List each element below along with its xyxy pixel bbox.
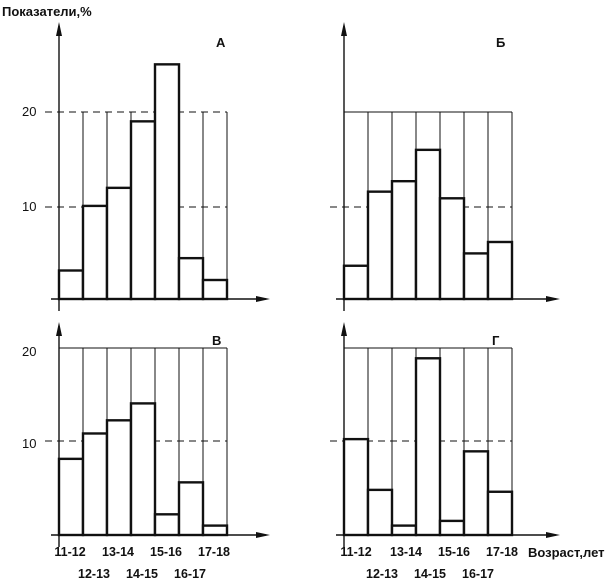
chart-panels	[45, 22, 560, 547]
panel-g-bar-12-13	[366, 488, 394, 537]
left-cat-16-17: 16-17	[174, 567, 206, 581]
right-cat-17-18: 17-18	[486, 545, 518, 559]
left-cat-12-13: 12-13	[78, 567, 110, 581]
left-cat-14-15: 14-15	[126, 567, 158, 581]
panel-b-bar-14-15	[414, 148, 442, 301]
panel-g-y-axis-arrow	[341, 322, 347, 336]
panel-label-a: А	[216, 35, 226, 50]
panel-g-bar-11-12	[342, 437, 370, 537]
left-cat-11-12: 11-12	[54, 545, 85, 559]
panel-b-bar-13-14	[390, 179, 418, 301]
y-tick-20-bottom: 20	[22, 344, 36, 359]
panel-a-bar-12-13	[81, 204, 109, 301]
panel-g-bar-13-14	[390, 524, 418, 537]
panel-b-bar-12-13	[366, 190, 394, 301]
y-tick-10-bottom: 10	[22, 436, 36, 451]
panel-a-bar-13-14	[105, 186, 133, 301]
left-cat-17-18: 17-18	[198, 545, 230, 559]
panel-b-bar-16-17	[462, 252, 490, 301]
panel-b-y-axis-arrow	[341, 22, 347, 36]
y-tick-20-top: 20	[22, 104, 36, 119]
right-cat-14-15: 14-15	[414, 567, 446, 581]
panel-g-bar-17-18	[486, 490, 514, 537]
x-axis-label: Возраст,лет	[528, 545, 605, 560]
panel-a-x-axis-arrow	[256, 296, 270, 302]
panel-g-bar-16-17	[462, 450, 490, 537]
panel-a-bar-16-17	[177, 256, 205, 301]
panel-a-bar-11-12	[57, 269, 85, 301]
panel-v-bar-14-15	[129, 402, 157, 537]
panel-v-bar-17-18	[201, 524, 229, 537]
panel-v-x-axis-arrow	[256, 532, 270, 538]
right-cat-16-17: 16-17	[462, 567, 494, 581]
panel-a-bar-15-16	[153, 63, 181, 301]
y-axis-label: Показатели,%	[2, 4, 92, 19]
right-cat-13-14: 13-14	[390, 545, 422, 559]
panel-b-x-axis-arrow	[546, 296, 560, 302]
panel-b-bar-11-12	[342, 264, 370, 301]
panel-a-y-axis-arrow	[56, 22, 62, 36]
left-cat-13-14: 13-14	[102, 545, 134, 559]
panel-g-bar-15-16	[438, 519, 466, 537]
panel-label-b: Б	[496, 35, 505, 50]
panel-g-bar-14-15	[414, 357, 442, 537]
panel-a-bar-17-18	[201, 278, 229, 301]
right-cat-12-13: 12-13	[366, 567, 398, 581]
panel-v-bar-11-12	[57, 457, 85, 537]
panel-v-bar-13-14	[105, 419, 133, 537]
panel-a-bar-14-15	[129, 120, 157, 301]
y-tick-10-top: 10	[22, 199, 36, 214]
panel-b-bar-17-18	[486, 240, 514, 301]
left-cat-15-16: 15-16	[150, 545, 182, 559]
panel-v-bar-16-17	[177, 481, 205, 537]
right-cat-11-12: 11-12	[340, 545, 371, 559]
right-cat-15-16: 15-16	[438, 545, 470, 559]
panel-v-bar-12-13	[81, 432, 109, 537]
panel-label-g: Г	[492, 333, 500, 348]
panel-b-bar-15-16	[438, 197, 466, 301]
panel-v-y-axis-arrow	[56, 322, 62, 336]
panel-g-x-axis-arrow	[546, 532, 560, 538]
panel-v-bar-15-16	[153, 513, 181, 537]
panel-label-v: В	[212, 333, 221, 348]
